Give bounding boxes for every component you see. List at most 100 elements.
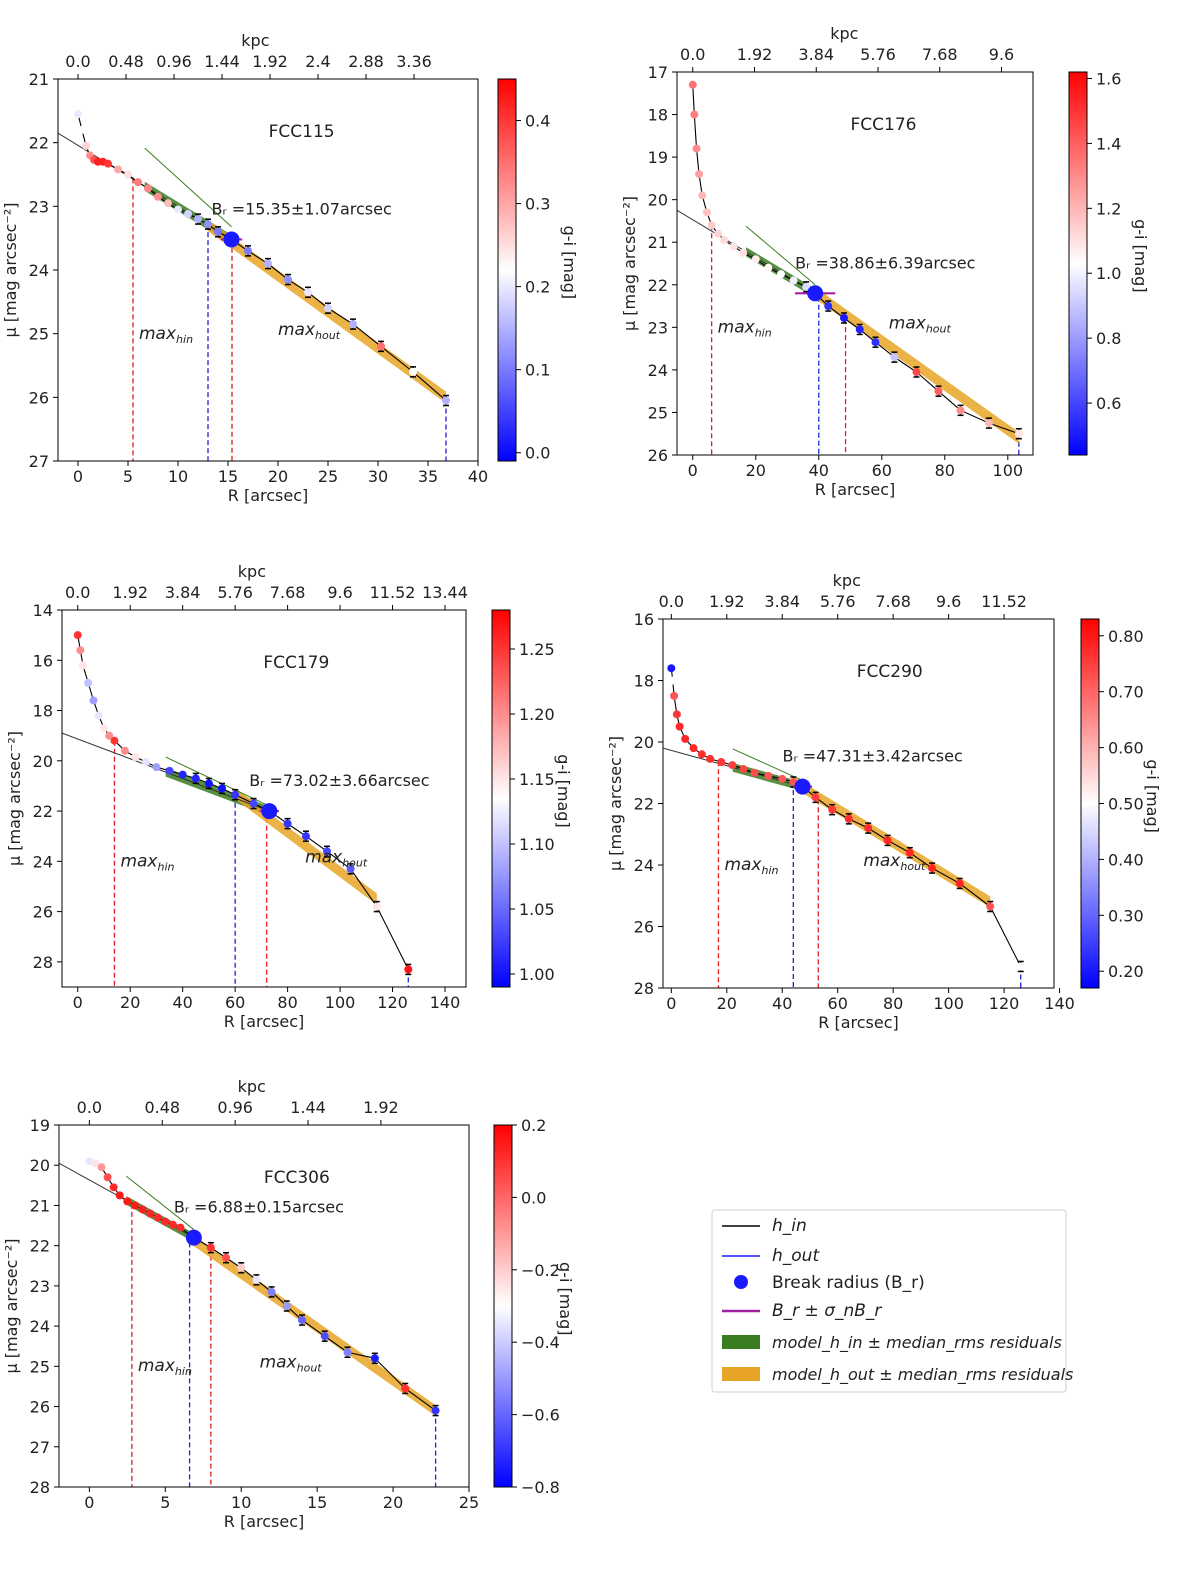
data-point xyxy=(103,1173,112,1182)
data-point xyxy=(802,282,811,291)
data-point xyxy=(237,1263,246,1272)
x-tick-label: 80 xyxy=(935,461,955,480)
y-tick-label: 26 xyxy=(634,918,654,937)
data-point xyxy=(697,750,706,759)
data-point xyxy=(675,722,684,731)
colorbar-label: g-i [mag] xyxy=(554,754,573,828)
data-point xyxy=(702,208,711,217)
data-point xyxy=(690,110,699,119)
chart-fcc290: 0 20 40 60 80 100 120 140 16 18 20 22 24 26 28 0.0 1.92 3… xyxy=(606,571,1162,1032)
y-tick-label: 20 xyxy=(30,1156,50,1175)
data-point xyxy=(301,832,310,841)
data-point xyxy=(695,170,704,179)
kpc-tick-label: 7.68 xyxy=(270,583,306,602)
data-point xyxy=(905,848,914,857)
data-point xyxy=(164,199,172,208)
data-point xyxy=(343,1348,352,1357)
y-tick-label: 21 xyxy=(29,70,49,89)
data-point xyxy=(176,1223,185,1232)
data-point xyxy=(349,320,357,329)
colorbar-tick-label: 0.50 xyxy=(1108,795,1144,814)
colorbar-tick-label: 1.00 xyxy=(519,965,555,984)
x-tick-label: 0 xyxy=(688,461,698,480)
model-out-band xyxy=(793,776,991,908)
kpc-tick-label: 9.6 xyxy=(936,592,961,611)
y-axis-label: μ [mag arcsec⁻²] xyxy=(1,202,20,337)
y-tick-label: 26 xyxy=(29,388,49,407)
data-point xyxy=(934,387,943,396)
break-annotation: Bᵣ =38.86±6.39arcsec xyxy=(795,253,975,272)
data-point xyxy=(717,757,726,766)
legend-model-in: model_h_in ± median_rms residuals xyxy=(772,1333,1062,1353)
colorbar-tick-label: 0.1 xyxy=(525,361,550,380)
max-in-label: maxhin xyxy=(139,324,193,346)
data-point xyxy=(168,1220,177,1229)
colorbar-tick-label: 1.05 xyxy=(519,900,555,919)
x-tick-label: 0 xyxy=(73,993,83,1012)
kpc-axis-label: kpc xyxy=(238,1077,266,1096)
max-out-label: maxhout xyxy=(260,1353,323,1375)
plot-area xyxy=(62,631,413,987)
data-point xyxy=(114,165,122,174)
data-point xyxy=(668,676,677,685)
y-tick-label: 26 xyxy=(30,1398,50,1417)
data-point xyxy=(811,793,820,802)
data-point xyxy=(324,304,332,313)
kpc-tick-label: 5.76 xyxy=(217,583,253,602)
data-point xyxy=(1014,429,1023,438)
data-point xyxy=(284,275,292,284)
colorbar-tick-label: 1.25 xyxy=(519,640,555,659)
legend-model-out: model_h_out ± median_rms residuals xyxy=(772,1365,1073,1385)
colorbar-tick-label: 0.2 xyxy=(525,278,550,297)
y-tick-label: 20 xyxy=(33,752,53,771)
data-point xyxy=(191,774,200,783)
x-tick-label: 10 xyxy=(168,467,188,486)
y-tick-label: 27 xyxy=(30,1438,50,1457)
inner-fit-line xyxy=(62,732,270,812)
kpc-axis-label: kpc xyxy=(238,562,266,581)
colorbar-tick-label: 0.20 xyxy=(1108,962,1144,981)
y-tick-label: 28 xyxy=(30,1478,50,1497)
data-point xyxy=(204,779,213,788)
data-point xyxy=(986,902,995,911)
x-tick-label: 20 xyxy=(120,993,140,1012)
kpc-tick-label: 11.52 xyxy=(370,583,416,602)
break-point xyxy=(261,803,278,820)
data-point xyxy=(739,765,748,774)
colorbar-tick-label: 0.30 xyxy=(1108,906,1144,925)
chart-title: FCC176 xyxy=(850,115,916,135)
data-point xyxy=(855,325,864,334)
data-point xyxy=(297,1316,306,1325)
kpc-tick-label: 7.68 xyxy=(875,592,911,611)
data-point xyxy=(828,805,837,814)
kpc-tick-label: 0.48 xyxy=(108,52,144,71)
data-point xyxy=(131,753,140,762)
data-point xyxy=(99,724,108,733)
plot-area xyxy=(663,664,1025,988)
max-out-label: maxhout xyxy=(278,320,341,342)
colorbar-tick-label: 1.0 xyxy=(1096,264,1121,283)
data-point xyxy=(912,368,921,377)
data-point xyxy=(244,246,252,255)
colorbar-label: g-i [mag] xyxy=(1143,759,1162,833)
y-tick-label: 23 xyxy=(30,1277,50,1296)
kpc-tick-label: 3.36 xyxy=(396,52,432,71)
kpc-tick-label: 1.92 xyxy=(252,52,288,71)
plot-area xyxy=(58,110,450,461)
max-in-label: maxhin xyxy=(718,317,772,339)
x-tick-label: 60 xyxy=(828,994,848,1013)
data-point xyxy=(283,819,292,828)
colorbar-tick-label: −0.8 xyxy=(521,1478,560,1497)
kpc-tick-label: 0.96 xyxy=(217,1098,253,1117)
kpc-axis-label: kpc xyxy=(830,24,858,43)
y-tick-label: 14 xyxy=(33,601,53,620)
data-point xyxy=(346,864,355,873)
data-point xyxy=(955,879,964,888)
y-tick-label: 23 xyxy=(648,318,668,337)
data-point xyxy=(115,1191,124,1200)
chart-title: FCC179 xyxy=(263,653,329,673)
data-point xyxy=(120,746,129,755)
colorbar-tick-label: 0.70 xyxy=(1108,683,1144,702)
data-point xyxy=(871,338,880,347)
max-in-label: maxhin xyxy=(120,851,174,873)
